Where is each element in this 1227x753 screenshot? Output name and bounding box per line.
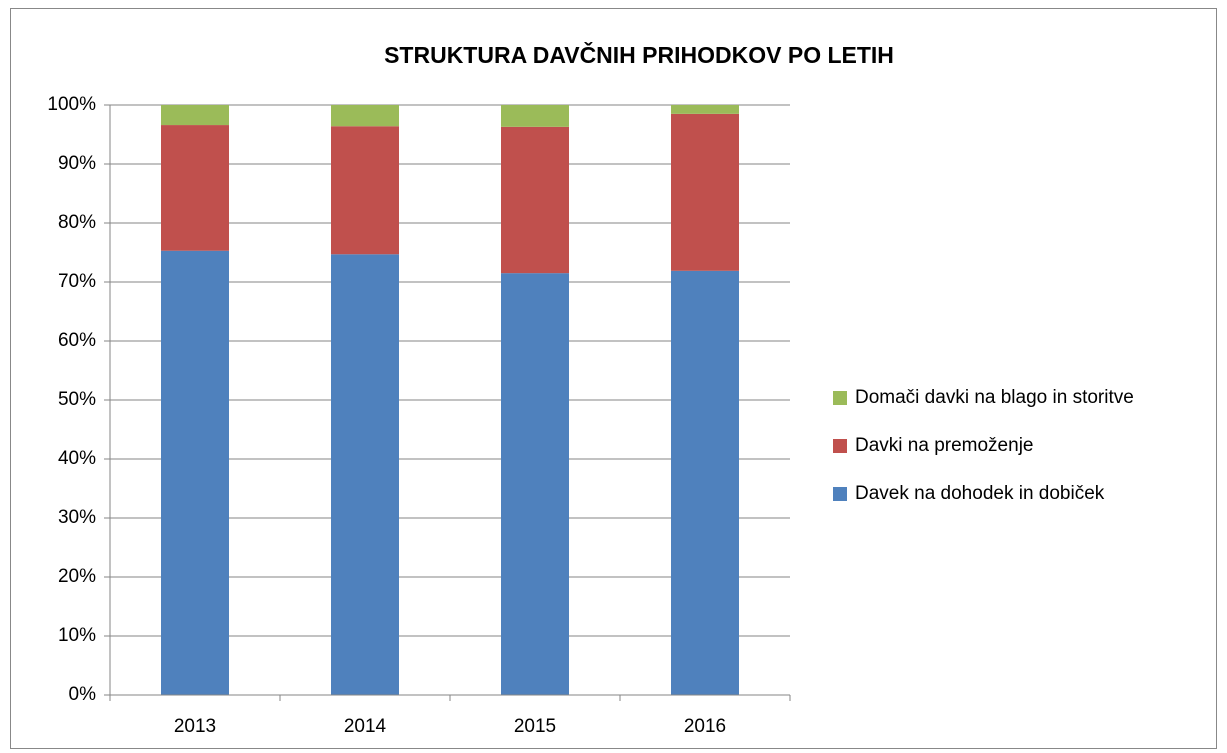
- bar-segment: [161, 105, 229, 126]
- y-tick-label: 70%: [58, 271, 96, 292]
- y-tick-label: 90%: [58, 153, 96, 174]
- x-tick-label: 2015: [514, 716, 556, 737]
- x-tick-label: 2014: [344, 716, 387, 737]
- bar-segment: [161, 250, 229, 696]
- x-tick-label: 2016: [684, 716, 726, 737]
- bar-segment: [501, 273, 569, 695]
- bar-segment: [501, 126, 569, 274]
- bar-segment: [331, 254, 399, 695]
- bar-segment: [161, 125, 229, 251]
- legend-label: Domači davki na blago in storitve: [855, 387, 1134, 408]
- bar-segment: [501, 105, 569, 127]
- y-tick-label: 0%: [69, 684, 97, 705]
- x-tick-label: 2013: [174, 716, 216, 737]
- legend-swatch: [833, 487, 847, 501]
- y-tick-label: 100%: [47, 94, 96, 115]
- bar-segment: [671, 113, 739, 271]
- y-tick-label: 80%: [58, 212, 96, 233]
- bar-segment: [331, 126, 399, 255]
- legend-label: Davki na premoženje: [855, 435, 1033, 456]
- bar-segment: [671, 105, 739, 114]
- y-tick-label: 50%: [58, 389, 96, 410]
- bar-segment: [331, 105, 399, 127]
- y-tick-label: 40%: [58, 448, 96, 469]
- y-tick-label: 30%: [58, 507, 96, 528]
- y-tick-label: 20%: [58, 566, 96, 587]
- legend-label: Davek na dohodek in dobiček: [855, 483, 1105, 504]
- y-tick-label: 10%: [58, 625, 96, 646]
- bar-segment: [671, 270, 739, 695]
- legend-swatch: [833, 391, 847, 405]
- legend-swatch: [833, 439, 847, 453]
- chart-title: STRUKTURA DAVČNIH PRIHODKOV PO LETIH: [384, 41, 894, 68]
- y-tick-label: 60%: [58, 330, 96, 351]
